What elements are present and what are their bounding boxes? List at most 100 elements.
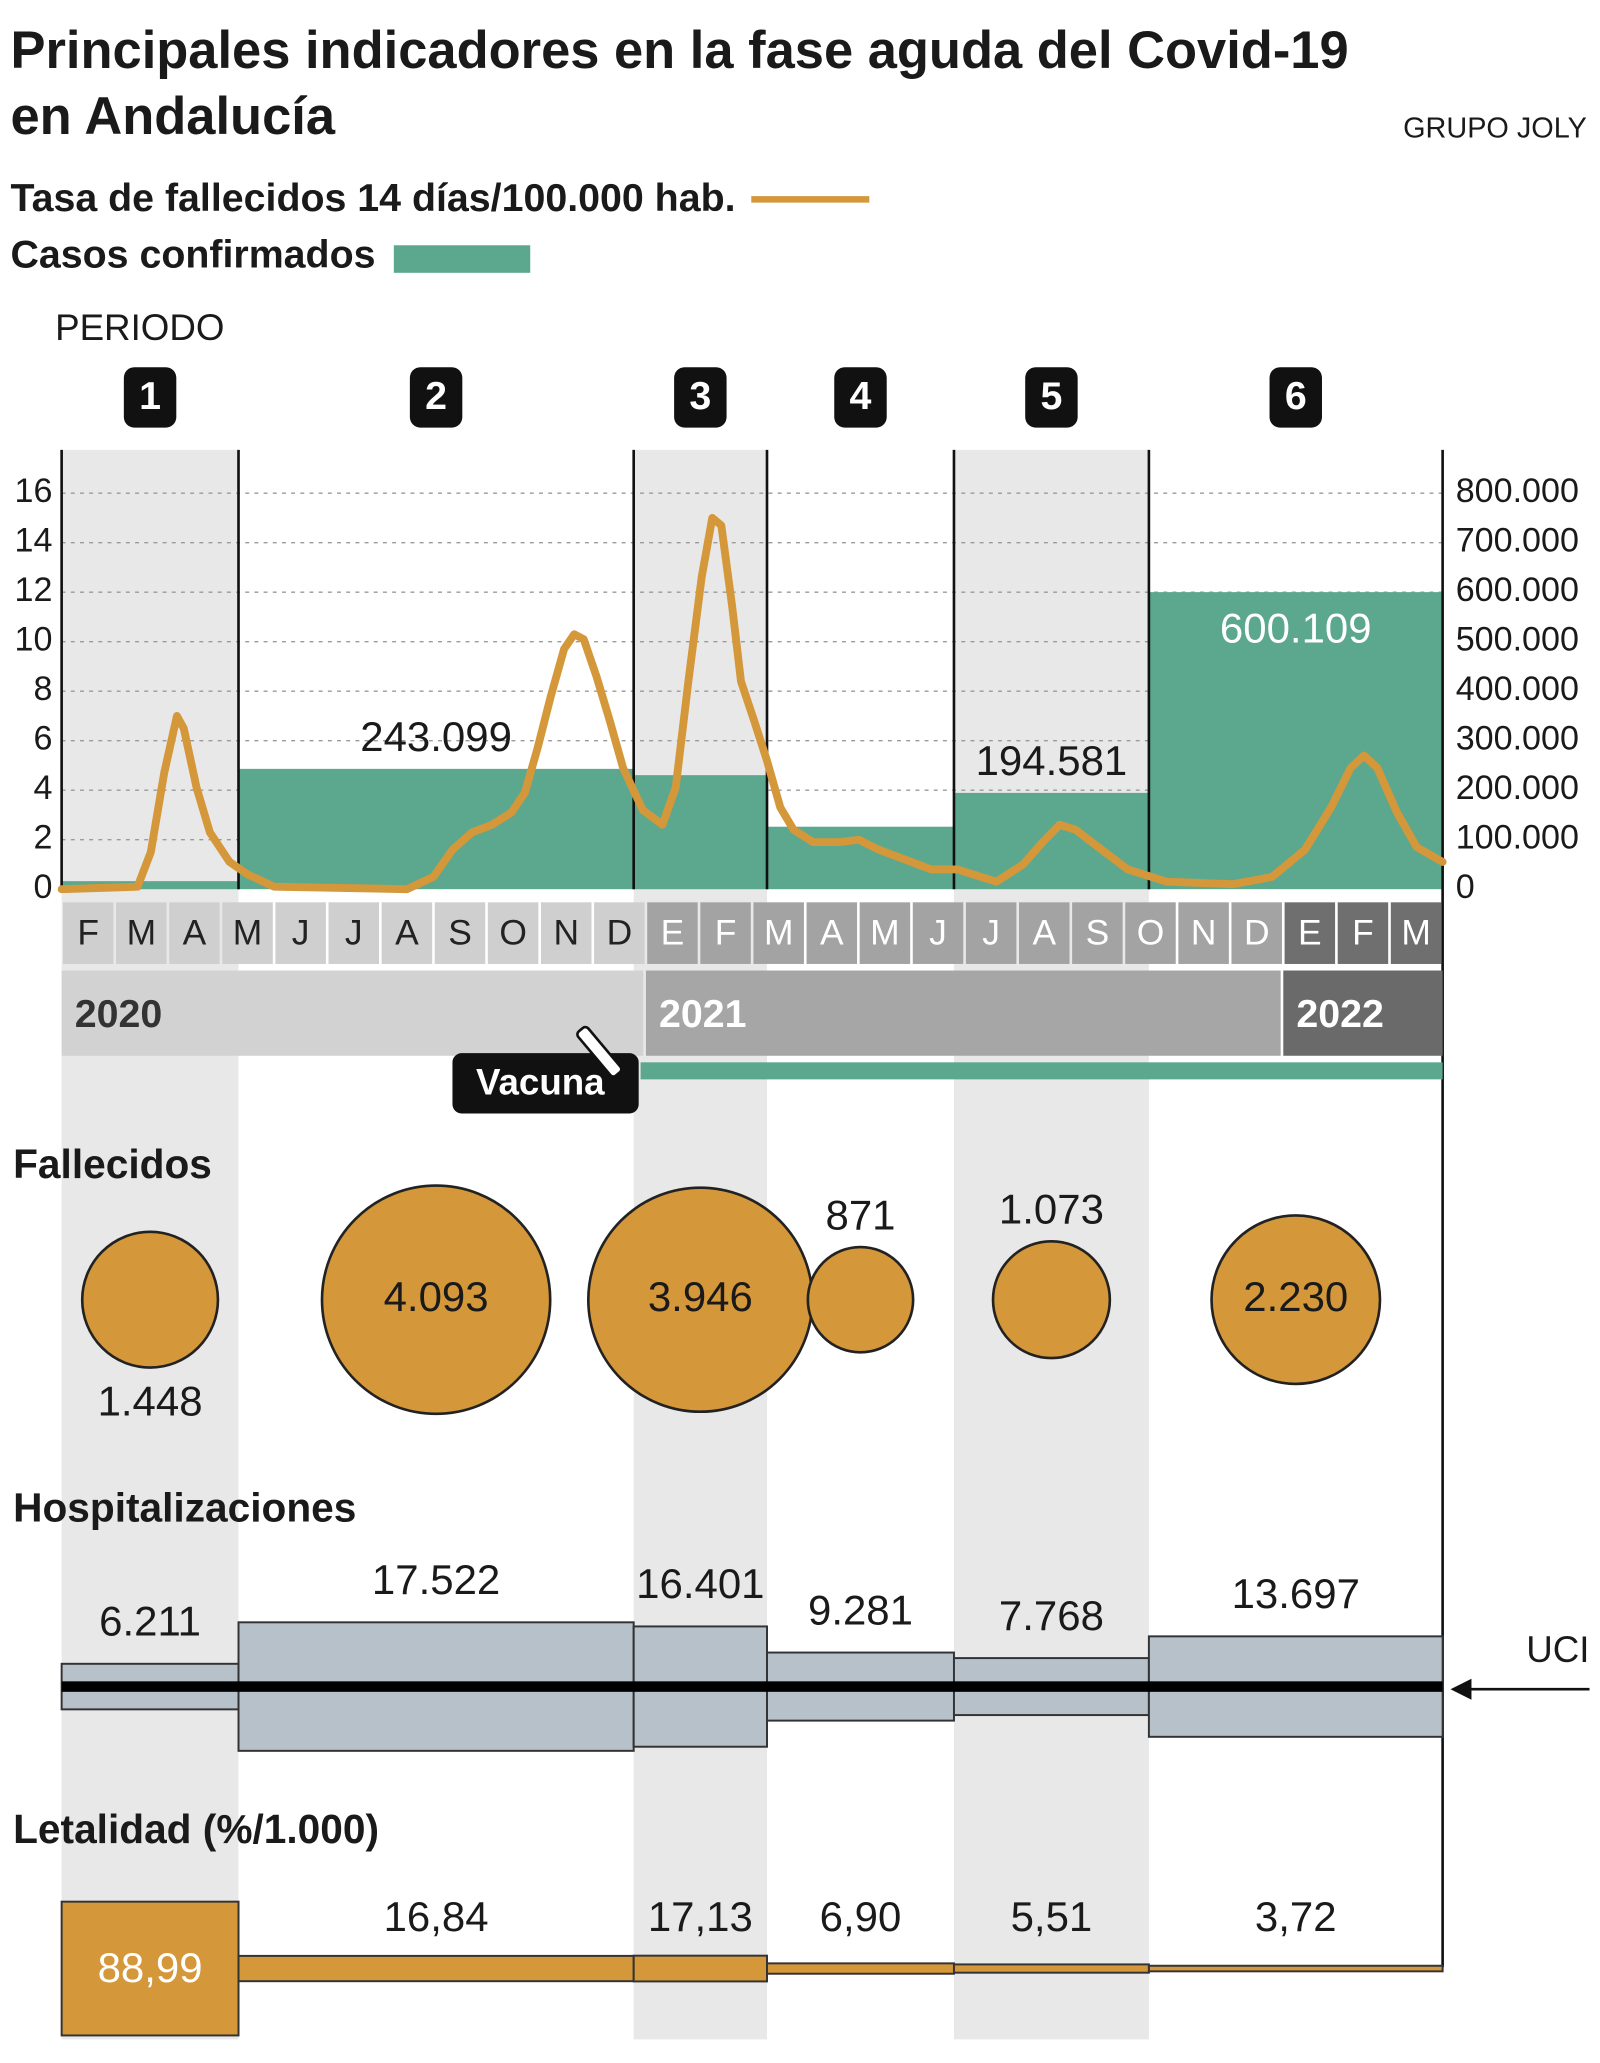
month-label: J bbox=[345, 912, 363, 952]
hospital-label: 16.401 bbox=[636, 1560, 764, 1607]
y2-tick-label: 700.000 bbox=[1456, 522, 1579, 560]
y2-tick-label: 100.000 bbox=[1456, 819, 1579, 857]
y2-tick-label: 800.000 bbox=[1456, 472, 1579, 510]
y-tick-label: 0 bbox=[34, 868, 53, 906]
lethality-bar bbox=[766, 1962, 955, 1975]
month-label: F bbox=[715, 912, 737, 952]
year-label: 2020 bbox=[75, 992, 162, 1036]
month-cell bbox=[62, 902, 114, 964]
y2-tick-label: 500.000 bbox=[1456, 621, 1579, 659]
hospital-label: 6.211 bbox=[99, 1598, 201, 1645]
y2-tick-label: 400.000 bbox=[1456, 670, 1579, 708]
lethality-bar bbox=[237, 1954, 635, 1983]
year-label: 2021 bbox=[659, 992, 747, 1036]
month-cell bbox=[1178, 902, 1229, 964]
bar-value-label: 243.099 bbox=[360, 713, 512, 760]
y2-tick-label: 600.000 bbox=[1456, 571, 1579, 609]
month-cell bbox=[859, 902, 911, 964]
month-cell bbox=[275, 902, 326, 964]
month-cell bbox=[806, 902, 858, 964]
month-label: D bbox=[607, 912, 633, 952]
period-badge bbox=[674, 367, 727, 428]
line bbox=[57, 513, 1447, 894]
death-bubble bbox=[1210, 1214, 1382, 1386]
month-label: M bbox=[870, 912, 899, 952]
month-label: S bbox=[448, 912, 472, 952]
hospital-label: 17.522 bbox=[372, 1556, 500, 1603]
hospital-label: 13.697 bbox=[1232, 1570, 1360, 1617]
bar bbox=[767, 826, 954, 890]
y-tick-label: 6 bbox=[34, 720, 53, 758]
period-number: 1 bbox=[139, 374, 161, 418]
month-label: F bbox=[77, 912, 99, 952]
month-cell bbox=[222, 902, 273, 964]
period-title: PERIODO bbox=[55, 307, 224, 348]
month-label: E bbox=[661, 912, 685, 952]
death-label: 1.448 bbox=[98, 1377, 203, 1424]
lethality-label: 5,51 bbox=[1011, 1893, 1093, 1940]
month-label: A bbox=[1032, 912, 1056, 952]
month-label: A bbox=[395, 912, 419, 952]
month-label: F bbox=[1352, 912, 1374, 952]
lethality-label: 16,84 bbox=[384, 1893, 489, 1940]
period-number: 4 bbox=[850, 374, 872, 418]
month-cell bbox=[912, 902, 964, 964]
month-label: S bbox=[1086, 912, 1110, 952]
legend-label: Tasa de fallecidos 14 días/100.000 hab. bbox=[10, 176, 735, 220]
lethality-label: 3,72 bbox=[1255, 1893, 1337, 1940]
death-label: 871 bbox=[825, 1191, 895, 1238]
month-cell bbox=[700, 902, 751, 964]
death-label: 4.093 bbox=[384, 1273, 489, 1320]
legend-label: Casos confirmados bbox=[10, 232, 375, 276]
uci-arrowhead bbox=[1450, 1678, 1472, 1700]
legend-swatch bbox=[393, 245, 531, 273]
month-cell bbox=[1231, 902, 1282, 964]
y-tick-label: 16 bbox=[15, 472, 53, 510]
lethality-bar bbox=[952, 1963, 1150, 1974]
hospital-label: 7.768 bbox=[999, 1592, 1104, 1639]
y-tick-label: 10 bbox=[15, 621, 53, 659]
month-cell bbox=[434, 902, 486, 964]
uci-label: UCI bbox=[1526, 1629, 1589, 1670]
bar-value-label: 194.581 bbox=[976, 737, 1128, 784]
lethality-bar bbox=[1147, 1964, 1444, 1973]
hospital-label: 9.281 bbox=[808, 1586, 913, 1633]
month-label: M bbox=[127, 912, 156, 952]
bar bbox=[633, 775, 768, 890]
month-label: J bbox=[292, 912, 310, 952]
month-label: J bbox=[929, 912, 947, 952]
death-label: 1.073 bbox=[999, 1186, 1104, 1233]
death-label: 2.230 bbox=[1243, 1273, 1348, 1320]
period-badge bbox=[1025, 367, 1078, 428]
lethality-bar bbox=[60, 1900, 240, 2037]
month-label: E bbox=[1298, 912, 1322, 952]
y2-tick-label: 200.000 bbox=[1456, 769, 1579, 807]
period-badge bbox=[1269, 367, 1322, 428]
title-box: Principales indicadores en la fase aguda… bbox=[10, 22, 1348, 145]
month-cell bbox=[328, 902, 380, 964]
month-cell bbox=[381, 902, 433, 964]
death-label: 3.946 bbox=[648, 1273, 753, 1320]
month-label: N bbox=[1191, 912, 1217, 952]
period-badge bbox=[409, 367, 463, 428]
month-label: M bbox=[1401, 912, 1430, 952]
bar bbox=[1148, 592, 1443, 890]
uci-line bbox=[61, 1681, 1443, 1692]
vaccine-badge bbox=[452, 1053, 639, 1114]
bar bbox=[953, 792, 1149, 890]
bar bbox=[61, 881, 239, 890]
month-cell bbox=[1284, 902, 1336, 964]
period-badge bbox=[123, 367, 177, 428]
period-number: 3 bbox=[689, 374, 711, 418]
period-badge bbox=[834, 367, 887, 428]
section-title: Hospitalizaciones bbox=[13, 1485, 356, 1531]
year-band bbox=[61, 970, 644, 1056]
month-cell bbox=[1072, 902, 1123, 964]
month-cell bbox=[1019, 902, 1070, 964]
y-tick-label: 14 bbox=[15, 522, 53, 560]
month-cell bbox=[487, 902, 539, 964]
death-bubble bbox=[320, 1184, 552, 1416]
month-cell bbox=[1125, 902, 1176, 964]
lethality-bar bbox=[632, 1954, 768, 1983]
